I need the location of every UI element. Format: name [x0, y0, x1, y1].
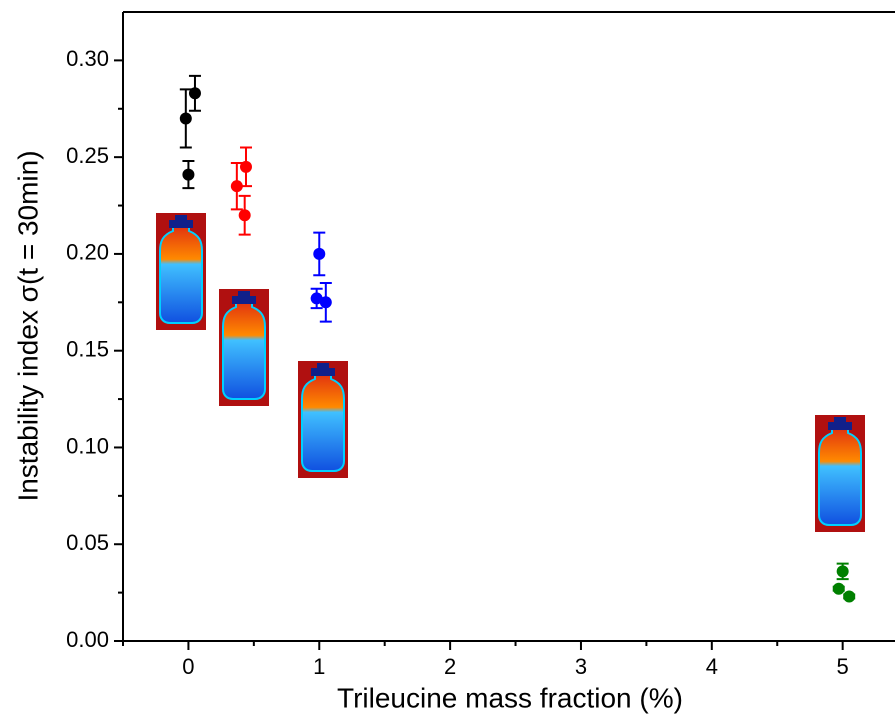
data-point: [319, 296, 332, 309]
vial-image: [218, 288, 270, 407]
data-point: [182, 168, 195, 181]
vial-image: [814, 414, 866, 533]
data-point: [313, 247, 326, 260]
y-axis-label: Instability index σ(t = 30min): [12, 150, 43, 501]
data-point: [836, 565, 849, 578]
x-axis-label: Trileucine mass fraction (%): [337, 682, 683, 713]
vial-image: [155, 212, 207, 331]
y-tick-label: 0.15: [66, 337, 109, 362]
data-point: [179, 112, 192, 125]
x-tick-label: 5: [837, 654, 849, 679]
y-tick-label: 0.25: [66, 143, 109, 168]
vial-image: [297, 360, 349, 479]
data-point: [188, 87, 201, 100]
y-tick-label: 0.05: [66, 530, 109, 555]
x-tick-label: 3: [575, 654, 587, 679]
data-point: [239, 160, 252, 173]
data-point: [238, 209, 251, 222]
y-tick-label: 0.20: [66, 240, 109, 265]
vial-images: [155, 212, 866, 533]
x-tick-label: 0: [182, 654, 194, 679]
x-tick-label: 2: [444, 654, 456, 679]
data-point: [832, 582, 845, 595]
y-tick-label: 0.10: [66, 433, 109, 458]
x-tick-label: 1: [313, 654, 325, 679]
x-tick-label: 4: [706, 654, 718, 679]
y-tick-label: 0.30: [66, 46, 109, 71]
y-tick-label: 0.00: [66, 627, 109, 652]
data-point: [230, 180, 243, 193]
data-point: [310, 292, 323, 305]
data-point: [843, 590, 856, 603]
